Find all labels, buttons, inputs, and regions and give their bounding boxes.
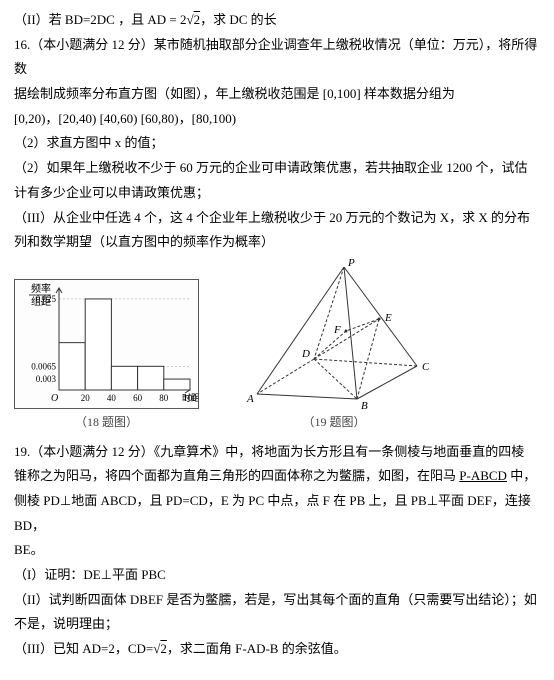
figures-row: 0.0250.00650.00320406080100O频率组距时距 （18 题… bbox=[14, 259, 540, 434]
svg-text:E: E bbox=[384, 312, 392, 324]
line-q2-ii: （II）若 BD=2DC ，且 AD = 2√2，求 DC 的长 bbox=[14, 8, 540, 33]
svg-text:B: B bbox=[361, 400, 368, 409]
svg-text:60: 60 bbox=[133, 393, 143, 403]
q16-p2a: （2）求直方图中 x 的值； bbox=[14, 131, 540, 156]
q16-p3-l2: 列和数学期望（以直方图中的频率作为概率） bbox=[14, 230, 540, 255]
svg-text:0.003: 0.003 bbox=[36, 374, 57, 384]
text: ，求二面角 F-AD-B 的余弦值。 bbox=[167, 641, 347, 656]
svg-text:20: 20 bbox=[81, 393, 91, 403]
text: （II）若 BD=2DC ，且 AD = 2 bbox=[14, 12, 186, 27]
histogram-svg: 0.0250.00650.00320406080100O频率组距时距 bbox=[14, 279, 199, 409]
fig19-caption: （19 题图） bbox=[302, 411, 365, 434]
p-abcd: P-ABCD bbox=[459, 468, 507, 483]
svg-text:频率: 频率 bbox=[31, 282, 51, 295]
text: 中， bbox=[507, 468, 536, 483]
svg-text:时距: 时距 bbox=[182, 392, 199, 403]
q19-l2: 锥称之为阳马，将四个面都为直角三角形的四面体称之为鳖臑，如图，在阳马 P-ABC… bbox=[14, 464, 540, 489]
text: ，求 DC 的长 bbox=[200, 12, 277, 27]
q16-l1: 16.（本小题满分 12 分）某市随机抽取部分企业调查年上缴税收情况（单位：万元… bbox=[14, 33, 540, 82]
q19-l4: BE。 bbox=[14, 538, 540, 563]
fig18-caption: （18 题图） bbox=[75, 411, 138, 434]
q19-l1: 19.（本小题满分 12 分）《九章算术》中，将地面为长方形且有一条侧棱与地面垂… bbox=[14, 440, 540, 465]
sqrt-2: √2 bbox=[186, 8, 200, 33]
svg-text:80: 80 bbox=[159, 393, 169, 403]
svg-text:F: F bbox=[333, 324, 341, 336]
svg-text:40: 40 bbox=[107, 393, 117, 403]
q16-l3: [0,20)，[20,40) [40,60) [60,80)，[80,100) bbox=[14, 107, 540, 132]
q19-p3: （III）已知 AD=2，CD=√2，求二面角 F-AD-B 的余弦值。 bbox=[14, 637, 540, 662]
q19-p2-l1: （II）试判断四面体 DBEF 是否为鳖臑，若是，写出其每个面的直角（只需要写出… bbox=[14, 588, 540, 613]
text: （III）已知 AD=2，CD= bbox=[14, 641, 153, 656]
svg-text:0.0065: 0.0065 bbox=[31, 361, 56, 371]
svg-text:O: O bbox=[51, 393, 58, 404]
q16-l2: 据绘制成频率分布直方图（如图），年上缴税收范围是 [0,100] 样本数据分组为 bbox=[14, 82, 540, 107]
q19-p1: （I）证明：DE⊥平面 PBC bbox=[14, 563, 540, 588]
svg-text:P: P bbox=[347, 259, 355, 269]
q19-p2-l2: 不是，说明理由； bbox=[14, 612, 540, 637]
sqrt-2b: √2 bbox=[153, 637, 167, 662]
figure-18: 0.0250.00650.00320406080100O频率组距时距 （18 题… bbox=[14, 279, 199, 434]
text: 锥称之为阳马，将四个面都为直角三角形的四面体称之为鳖臑，如图，在阳马 bbox=[14, 468, 459, 483]
q16-p2b-l1: （2）如果年上缴税收不少于 60 万元的企业可申请政策优惠，若共抽取企业 120… bbox=[14, 156, 540, 181]
q16-p2b-l2: 计有多少企业可以申请政策优惠； bbox=[14, 181, 540, 206]
svg-text:组距: 组距 bbox=[31, 295, 51, 308]
svg-text:D: D bbox=[301, 348, 310, 360]
figure-19: P A B C D E F （19 题图） bbox=[239, 259, 429, 434]
svg-text:A: A bbox=[246, 393, 254, 405]
q16-p3-l1: （III）从企业中任选 4 个，这 4 个企业年上缴税收少于 20 万元的个数记… bbox=[14, 206, 540, 231]
svg-text:C: C bbox=[422, 361, 429, 373]
q19-l3: 侧棱 PD⊥地面 ABCD，且 PD=CD，E 为 PC 中点，点 F 在 PB… bbox=[14, 489, 540, 538]
pyramid-svg: P A B C D E F bbox=[239, 259, 429, 409]
